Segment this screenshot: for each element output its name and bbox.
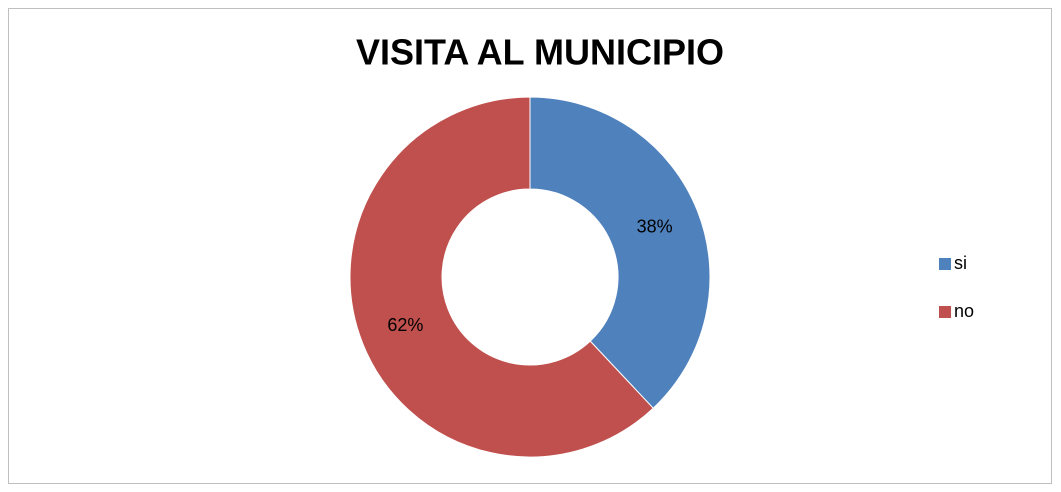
legend-label: si <box>954 253 967 273</box>
legend-swatch <box>939 258 951 270</box>
data-label: 62% <box>387 315 423 335</box>
data-label: 38% <box>637 216 673 236</box>
chart-title: VISITA AL MUNICIPIO <box>356 32 724 73</box>
donut-slice <box>349 96 654 458</box>
legend-swatch <box>939 306 951 318</box>
donut-slice <box>529 96 711 409</box>
legend-label: no <box>954 301 974 321</box>
